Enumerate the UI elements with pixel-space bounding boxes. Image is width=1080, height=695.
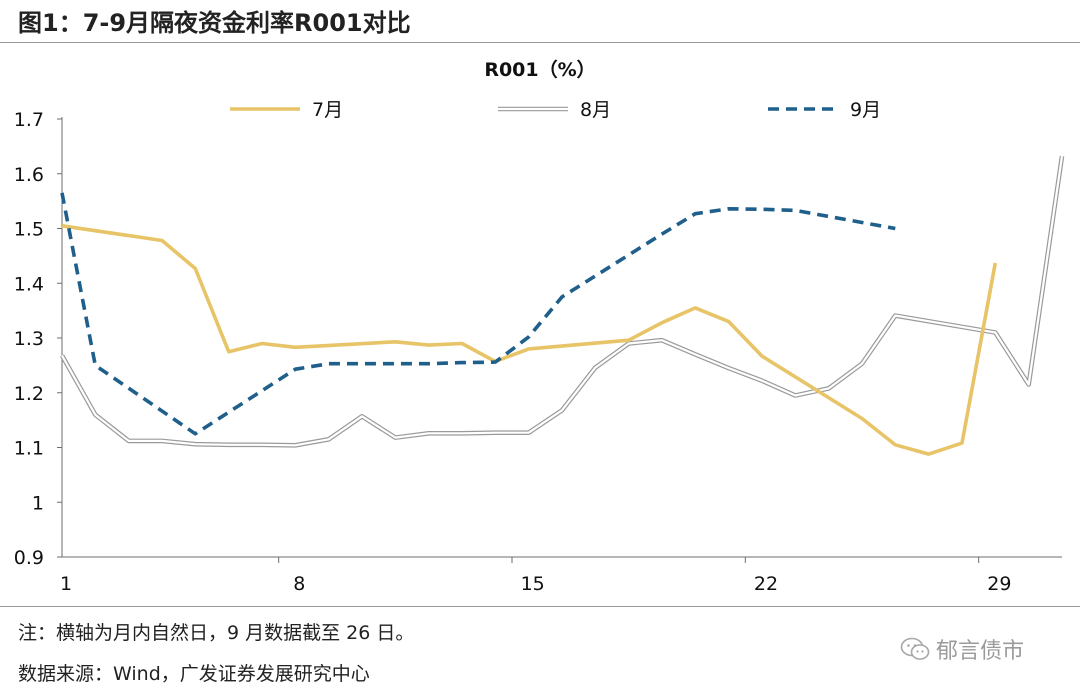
source-note: 数据来源：Wind，广发证券发展研究中心	[18, 663, 370, 685]
wechat-icon	[900, 637, 930, 660]
legend-label: 7月	[312, 99, 343, 121]
x-tick-label: 1	[60, 573, 72, 595]
chart-note: 注：横轴为月内自然日，9 月数据截至 26 日。	[18, 622, 415, 644]
y-tick-label: 1.5	[14, 219, 44, 241]
figure-title: 图1：7-9月隔夜资金利率R001对比	[18, 9, 411, 37]
y-tick-label: 1.3	[14, 328, 44, 350]
chart-title: R001（%）	[484, 58, 595, 81]
series-line-8月	[59, 155, 1065, 448]
series-line-9月	[60, 192, 896, 436]
x-tick-label: 29	[987, 573, 1011, 595]
x-tick-label: 15	[521, 573, 545, 595]
series-line-8月-inner	[61, 156, 1064, 447]
watermark: 郁言债市	[900, 634, 1024, 664]
series-layer	[59, 155, 1065, 456]
y-tick-label: 1.6	[14, 164, 44, 186]
top-rule	[0, 42, 1080, 43]
y-axis: 0.9 1 1.1 1.2 1.3 1.4 1.5 1.6 1.7	[14, 109, 63, 569]
legend-label: 9月	[850, 99, 881, 121]
legend: 7月 8月 9月	[230, 99, 881, 121]
x-axis: 1 8 15 22 29	[60, 556, 1062, 595]
y-tick-label: 1.4	[14, 273, 44, 295]
y-tick-label: 1.2	[14, 383, 44, 405]
y-tick-label: 1	[32, 492, 44, 514]
r001-line-chart: R001（%） 7月 8月 9月 0.9 1 1.1 1.2 1.3 1.4 1.5 1.6 1.7…	[14, 58, 1065, 595]
x-tick-label: 22	[754, 573, 778, 595]
y-tick-label: 0.9	[14, 547, 44, 569]
y-tick-label: 1.1	[14, 438, 44, 460]
y-tick-label: 1.7	[14, 109, 44, 131]
legend-label: 8月	[580, 99, 611, 121]
bottom-rule	[0, 606, 1080, 607]
x-tick-label: 8	[293, 573, 305, 595]
series-line-7月	[61, 224, 998, 456]
watermark-text: 郁言债市	[936, 639, 1025, 664]
